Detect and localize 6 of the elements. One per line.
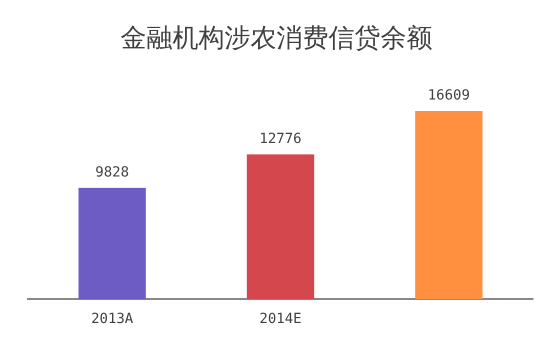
data-label: 9828 [95,164,130,180]
x-tick-label: 2014E [259,311,302,328]
data-label: 16609 [428,88,470,104]
chart-title: 金融机构涉农消费信贷余额 [120,23,432,54]
x-tick-label: 2013A [91,311,134,328]
data-label: 12776 [259,131,302,148]
